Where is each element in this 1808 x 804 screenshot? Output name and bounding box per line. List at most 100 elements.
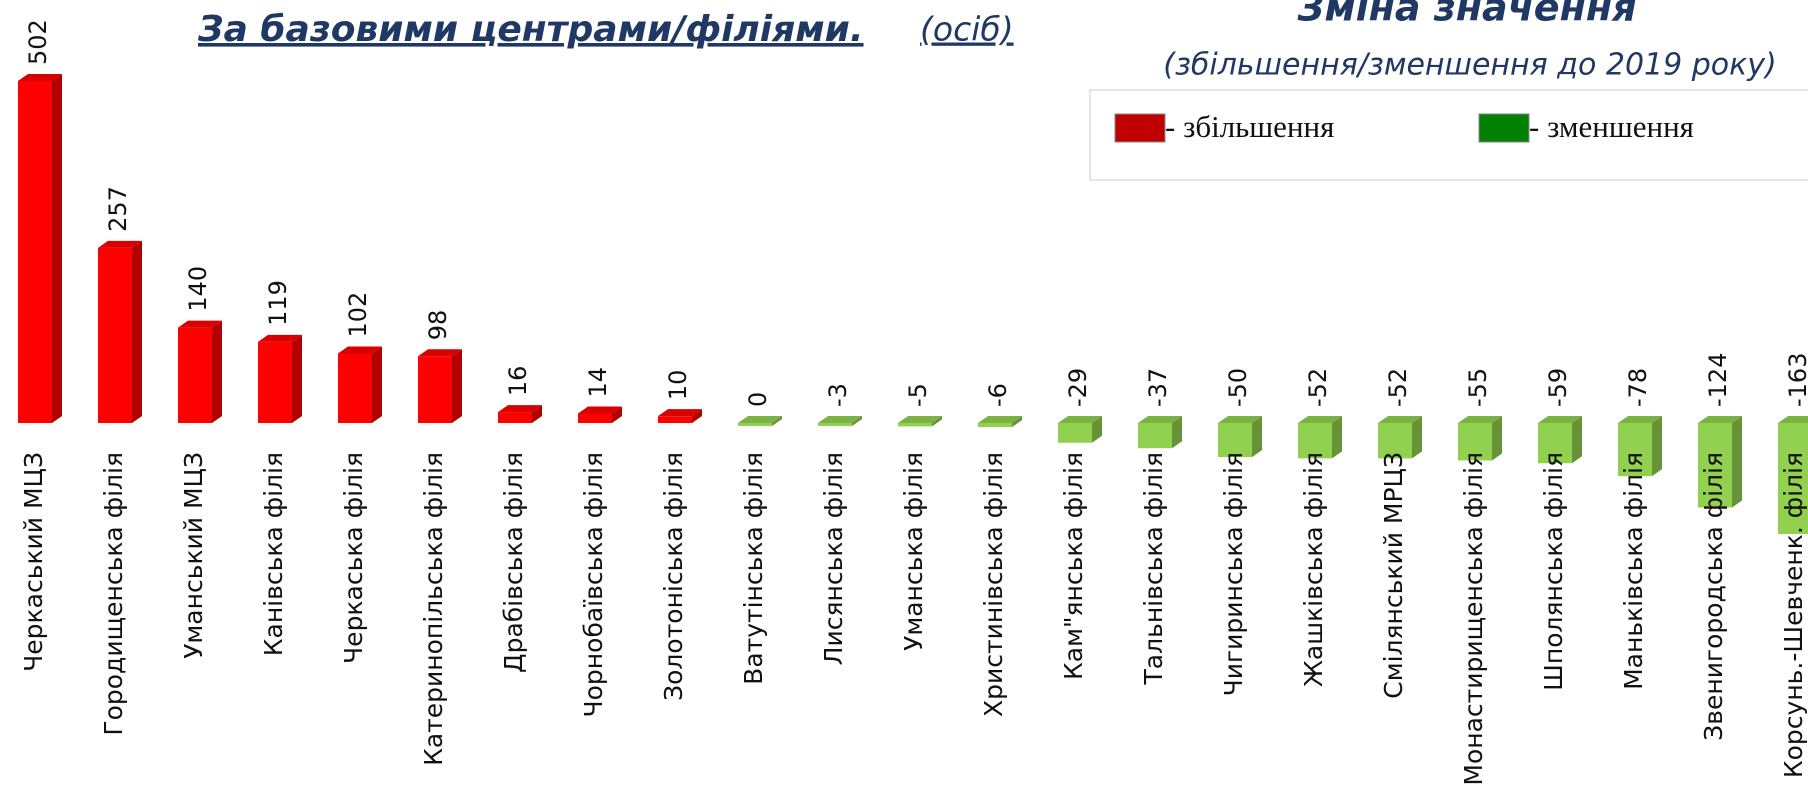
bar-side — [1492, 416, 1502, 461]
value-label: 0 — [744, 392, 772, 407]
bar-top — [1618, 416, 1662, 423]
x-tick-label: Звенигородська філія — [1699, 452, 1728, 741]
bar-side — [292, 334, 302, 423]
bar-side — [1012, 416, 1022, 428]
bar-side — [1092, 416, 1102, 443]
value-label: -37 — [1144, 368, 1172, 407]
value-label: -52 — [1304, 368, 1332, 407]
x-tick-label: Жашківська філія — [1299, 452, 1328, 687]
bar — [1618, 423, 1652, 477]
value-label: 10 — [664, 370, 692, 401]
bar-top — [18, 74, 62, 81]
x-tick-label: Христинівська філія — [979, 452, 1008, 717]
bar-top — [258, 334, 302, 342]
bar — [978, 423, 1012, 428]
value-label: -29 — [1064, 368, 1092, 407]
title-unit: (осіб) — [920, 10, 1014, 49]
value-label: 257 — [104, 186, 132, 232]
value-label: 98 — [424, 310, 452, 341]
x-tick-label: Черкаський МЦЗ — [19, 452, 48, 672]
x-tick-label: Маньківська філія — [1619, 452, 1648, 690]
bar-top — [818, 416, 862, 423]
bar-top — [1298, 416, 1342, 423]
bar-side — [52, 74, 62, 423]
bar — [338, 353, 372, 423]
bar-top — [1538, 416, 1582, 423]
bar — [498, 412, 532, 423]
bar-side — [1252, 416, 1262, 458]
bar-top — [338, 346, 382, 354]
bar-side — [692, 409, 702, 423]
x-tick-label: Городищенська філія — [99, 452, 128, 736]
subtitle-note: (збільшення/зменшення до 2019 року) — [1163, 48, 1777, 83]
bar-top — [418, 349, 462, 357]
value-label: 119 — [264, 280, 292, 326]
bar — [658, 416, 692, 423]
value-label: 102 — [344, 292, 372, 338]
x-tick-label: Катеринопільська філія — [419, 452, 448, 766]
bar-top — [1458, 416, 1502, 423]
bar — [418, 356, 452, 423]
bar-side — [1652, 416, 1662, 477]
bar — [258, 341, 292, 423]
bar-side — [372, 346, 382, 423]
bar — [1458, 423, 1492, 461]
bar-side — [532, 405, 542, 423]
bar-top — [1778, 416, 1808, 423]
legend-label: - збільшення — [1165, 109, 1334, 144]
bar — [1058, 423, 1092, 443]
value-label: -59 — [1544, 368, 1572, 407]
bar — [1778, 423, 1808, 535]
bar-top — [1378, 416, 1422, 423]
value-label: -6 — [984, 383, 1012, 407]
x-tick-label: Чорнобаївська філія — [579, 452, 608, 718]
value-label: -5 — [904, 383, 932, 407]
bar — [18, 81, 52, 423]
x-tick-label: Ватутінська філія — [739, 452, 768, 685]
bar-side — [772, 416, 782, 426]
legend-box — [1089, 89, 1808, 181]
x-tick-label: Лисянська філія — [819, 452, 848, 665]
bar-top — [1218, 416, 1262, 423]
bar-top — [898, 416, 942, 423]
bar-side — [132, 240, 142, 423]
bar-top — [978, 416, 1022, 423]
bar-side — [852, 416, 862, 426]
bar — [1698, 423, 1732, 508]
x-tick-label: Уманська філія — [899, 452, 928, 651]
bar-side — [1412, 416, 1422, 459]
value-label: -50 — [1224, 368, 1252, 407]
x-tick-label: Шполянська філія — [1539, 452, 1568, 691]
x-tick-label: Чигиринська філія — [1219, 452, 1248, 696]
x-tick-label: Черкаська філія — [339, 452, 368, 664]
legend-swatch — [1114, 113, 1166, 143]
x-tick-label: Монастирищенська філія — [1459, 452, 1488, 786]
bar-top — [498, 405, 542, 413]
bar — [178, 327, 212, 423]
x-tick-label: Тальнівська філія — [1139, 452, 1168, 685]
bar-top — [658, 409, 702, 417]
bar-side — [452, 349, 462, 423]
bar-side — [612, 406, 622, 423]
bar — [738, 423, 772, 426]
bar — [1218, 423, 1252, 458]
bar-top — [578, 406, 622, 414]
bar-top — [98, 240, 142, 248]
bar-side — [1172, 416, 1182, 449]
value-label: -55 — [1464, 368, 1492, 407]
value-label: 16 — [504, 366, 532, 397]
legend-label: - зменшення — [1529, 109, 1694, 144]
value-label: -78 — [1624, 368, 1652, 407]
bar-side — [1732, 416, 1742, 508]
value-label: -124 — [1704, 353, 1732, 407]
value-label: 502 — [24, 19, 52, 65]
value-label: -3 — [824, 383, 852, 407]
bar-top — [738, 416, 782, 423]
bar-side — [212, 320, 222, 423]
x-tick-label: Драбівська філія — [499, 452, 528, 673]
x-tick-label: Канівська філія — [259, 452, 288, 656]
bar — [578, 413, 612, 423]
x-tick-label: Корсунь.-Шевченк. філія — [1779, 452, 1808, 778]
bar — [1538, 423, 1572, 464]
